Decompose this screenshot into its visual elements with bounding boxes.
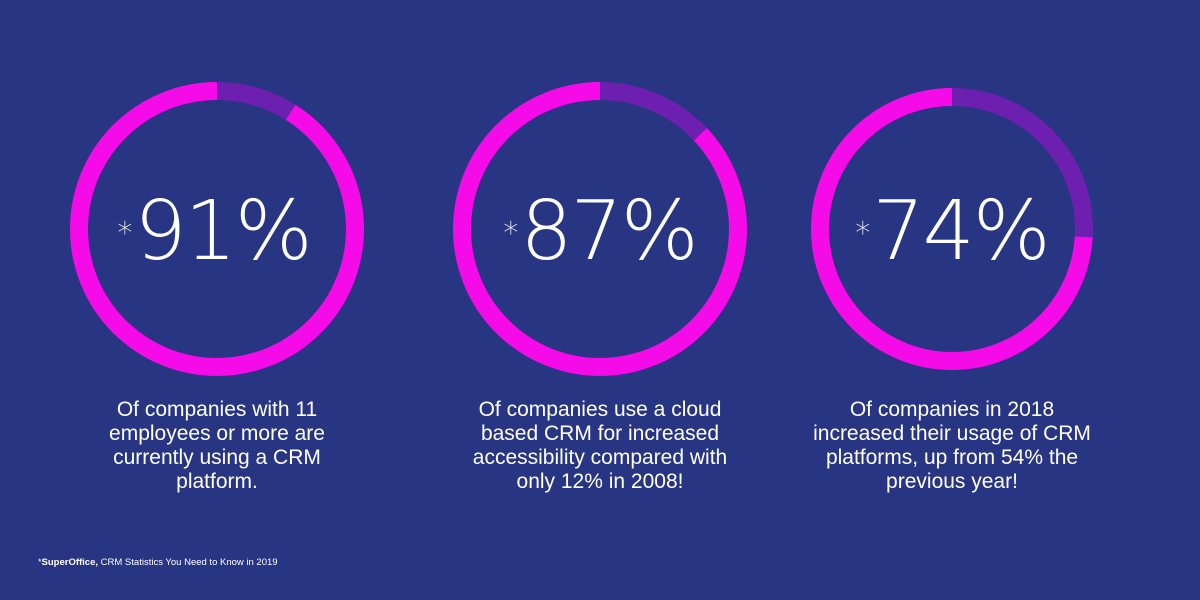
stat-card-2: *87% Of companies use a cloud based CRM … (400, 0, 800, 600)
source-footnote: *SuperOffice, CRM Statistics You Need to… (38, 557, 278, 568)
asterisk-marker: * (855, 216, 871, 251)
stat-card-3: *74% Of companies in 2018 increased thei… (800, 0, 1200, 600)
stat-caption: Of companies use a cloud based CRM for i… (472, 398, 728, 493)
donut-chart-3 (811, 88, 1093, 370)
donut-value-arc (811, 88, 1093, 370)
stat-value-text: 74% (872, 184, 1050, 279)
asterisk-marker: * (503, 216, 519, 251)
footnote-asterisk: * (38, 557, 42, 567)
stat-caption: Of companies with 11 employees or more a… (109, 398, 325, 493)
donut-value-arc (70, 82, 364, 376)
donut-chart-2 (453, 82, 747, 376)
footnote-text: CRM Statistics You Need to Know in 2019 (98, 557, 278, 568)
donut-chart-1 (70, 82, 364, 376)
donut-value-arc (453, 82, 747, 376)
stat-value: *91% (14, 182, 414, 282)
stat-value: *87% (400, 182, 800, 282)
asterisk-marker: * (117, 216, 133, 251)
stat-card-1: *91% Of companies with 11 employees or m… (0, 0, 400, 600)
stat-value: *74% (752, 182, 1152, 282)
stat-value-text: 91% (134, 184, 312, 279)
stat-caption: Of companies in 2018 increased their usa… (813, 398, 1091, 493)
footnote-source: SuperOffice, (41, 557, 99, 568)
stat-value-text: 87% (520, 184, 698, 279)
